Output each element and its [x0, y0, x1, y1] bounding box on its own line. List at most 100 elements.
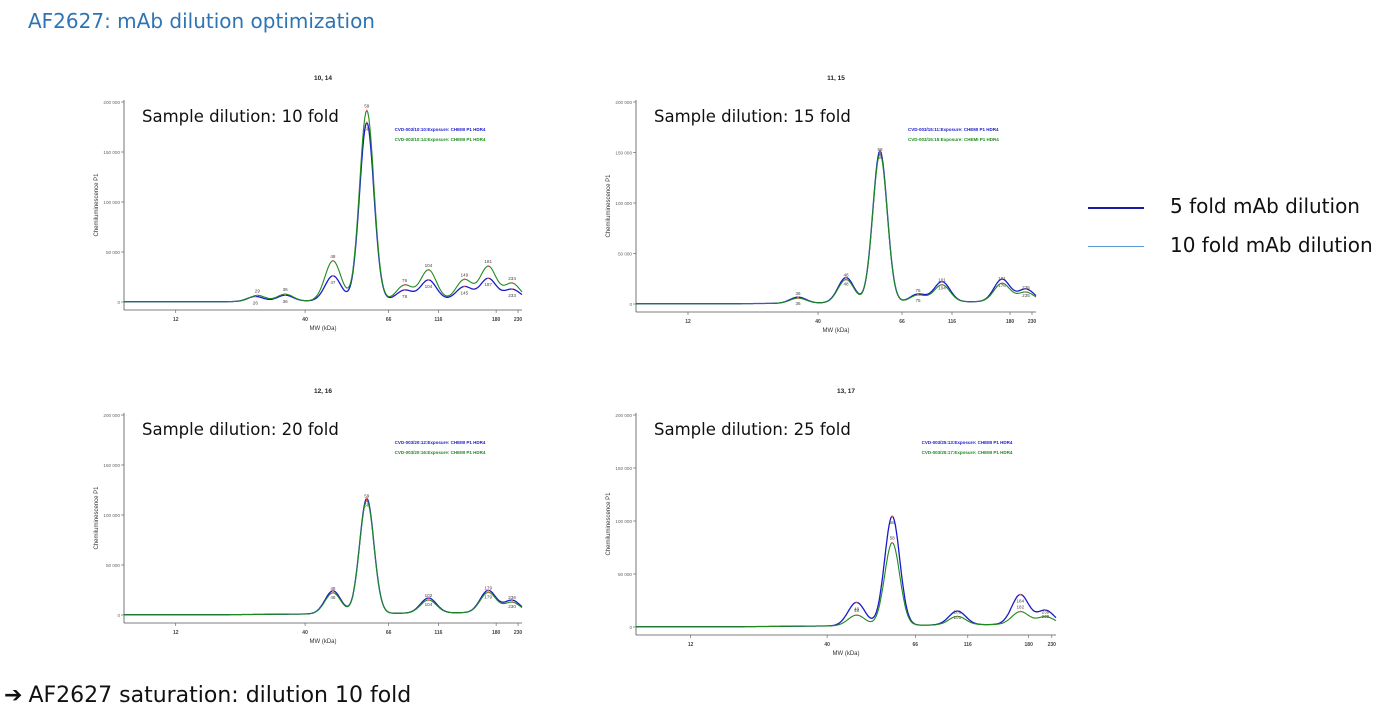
legend-swatch-10-fold [1088, 246, 1144, 247]
peak-label: 48 [854, 608, 860, 613]
y-tick-label: 100 000 [103, 200, 120, 205]
peak-label: 59 [364, 103, 370, 108]
peak-marker [1019, 593, 1022, 596]
sample-dilution-label: Sample dilution: 25 fold [654, 420, 851, 439]
peak-label: 58 [877, 147, 883, 152]
peak-label: 78 [402, 294, 408, 299]
chart-title: 12, 16 [314, 388, 332, 395]
peak-label: 48 [843, 273, 849, 278]
peak-marker [463, 285, 466, 288]
x-tick-label: 40 [815, 319, 821, 325]
x-tick-label: 116 [964, 642, 972, 648]
x-tick-label: 230 [514, 630, 523, 636]
x-tick-label: 12 [173, 317, 179, 323]
peak-label: 236 [508, 595, 516, 600]
y-tick-label: 100 000 [615, 201, 632, 206]
peak-label: 48 [843, 282, 849, 287]
peak-label: 233 [508, 293, 516, 298]
peak-label: 101 [938, 278, 946, 283]
conclusion-label: AF2627 saturation: dilution 10 fold [28, 683, 412, 708]
y-tick-label: 150 000 [103, 150, 120, 155]
peak-label: 58 [890, 520, 896, 525]
peak-label: 181 [484, 259, 492, 264]
series-legend-label: CVD-003/20:12:Exposure: CHEMI P1 HDR4 [395, 440, 486, 445]
peak-marker [365, 121, 368, 124]
y-tick-label: 50 000 [106, 563, 120, 568]
peak-marker [487, 265, 490, 267]
y-tick-label: 150 000 [103, 463, 120, 468]
peak-label: 36 [283, 299, 289, 304]
peak-marker [1019, 610, 1022, 613]
peak-marker [332, 274, 334, 277]
chart-panel-4: 13, 17 0 50 000 100 000 150 000 200 000 12 40 66… [600, 383, 1062, 675]
peak-marker [487, 277, 490, 280]
peak-marker [855, 601, 858, 604]
x-axis-label: MW (kDa) [310, 326, 337, 332]
peak-label: 59 [877, 155, 883, 160]
peak-marker [1001, 282, 1003, 285]
chart-title: 13, 17 [837, 388, 855, 395]
series-line [124, 109, 523, 303]
peak-marker [879, 153, 881, 155]
peak-marker [1025, 287, 1027, 290]
series-line [636, 153, 1037, 305]
peak-marker [332, 589, 334, 592]
x-tick-label: 40 [302, 317, 308, 323]
x-tick-label: 230 [514, 317, 523, 323]
y-tick-label: 200 000 [103, 100, 120, 105]
peak-label: 179 [484, 585, 492, 590]
peak-marker [427, 278, 430, 281]
arrow-right-icon: ➔ [4, 683, 23, 708]
peak-label: 234 [508, 276, 516, 281]
y-tick-label: 50 000 [618, 572, 632, 577]
peak-marker [365, 499, 368, 502]
peak-marker [1025, 291, 1027, 293]
peak-marker [365, 109, 368, 112]
peak-label: 181 [998, 276, 1006, 281]
peak-label: 235 [1022, 285, 1030, 290]
x-tick-label: 40 [302, 630, 308, 636]
y-tick-label: 200 000 [103, 413, 120, 418]
chart-panel-1: 10, 14 0 50 000 100 000 150 000 200 000 12 40 66… [88, 70, 528, 350]
peak-label: 48 [330, 595, 336, 600]
y-axis-label: Chemiluminescence P1 [94, 173, 100, 237]
y-tick-label: 100 000 [103, 513, 120, 518]
peak-marker [941, 280, 943, 283]
peak-label: 101 [953, 615, 961, 620]
peak-label: 239 [1042, 610, 1050, 615]
y-tick-label: 0 [117, 300, 120, 305]
x-tick-label: 230 [1028, 319, 1037, 325]
peak-marker [845, 276, 847, 279]
x-tick-label: 180 [1025, 642, 1034, 648]
peak-marker [941, 283, 943, 286]
x-tick-label: 116 [434, 630, 442, 636]
peak-marker [427, 599, 430, 601]
series-legend-label: CVD-003/15:11:Exposure: CHEMI P1 HDR4 [908, 127, 999, 132]
peak-marker [879, 150, 881, 152]
x-axis-label: MW (kDa) [823, 328, 850, 334]
chart-svg: 11, 15 0 50 000 100 000 150 000 200 000 12 40 66… [606, 75, 1037, 334]
y-tick-label: 200 000 [615, 413, 632, 418]
y-axis-label: Chemiluminescence P1 [606, 174, 612, 238]
x-tick-label: 116 [948, 319, 956, 325]
x-tick-label: 230 [1048, 642, 1057, 648]
series-line [124, 497, 523, 616]
y-tick-label: 0 [629, 302, 632, 307]
peak-label: 58 [890, 536, 896, 541]
y-tick-label: 100 000 [615, 519, 632, 524]
peak-marker [891, 515, 894, 518]
sample-dilution-label: Sample dilution: 20 fold [142, 420, 339, 439]
series-line [124, 499, 523, 616]
conclusion-text: ➔ AF2627 saturation: dilution 10 fold [4, 683, 411, 708]
x-tick-label: 12 [688, 642, 694, 648]
peak-label: 75 [915, 288, 921, 293]
y-axis-label: Chemiluminescence P1 [606, 492, 612, 556]
chart-svg: 13, 17 0 50 000 100 000 150 000 200 000 12 40 66… [606, 388, 1057, 657]
x-tick-label: 66 [899, 319, 905, 325]
x-tick-label: 66 [386, 630, 392, 636]
x-axis-label: MW (kDa) [310, 639, 337, 645]
series-legend-label: CVD-003/10:14:Exposure: CHEMI P1 HDR4 [395, 137, 486, 142]
peak-label: 235 [1022, 293, 1030, 298]
peak-label: 104 [938, 286, 946, 291]
y-tick-label: 200 000 [615, 100, 632, 105]
